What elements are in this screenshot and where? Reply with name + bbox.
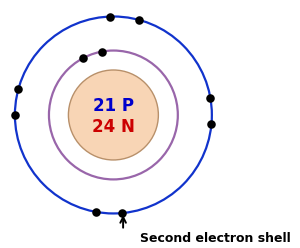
Point (16, 88, 21, 92)
Text: Second electron shell: Second electron shell (140, 232, 291, 245)
Point (136, 18, 141, 22)
Circle shape (68, 70, 158, 160)
Point (13, 113, 17, 117)
Point (100, 50, 105, 54)
Point (94, 210, 99, 214)
Text: 21 P: 21 P (93, 97, 134, 115)
Point (209, 122, 214, 125)
Point (107, 15, 112, 19)
Text: 24 N: 24 N (92, 118, 135, 136)
Point (208, 96, 213, 100)
Point (81, 56, 85, 60)
Point (120, 211, 124, 215)
